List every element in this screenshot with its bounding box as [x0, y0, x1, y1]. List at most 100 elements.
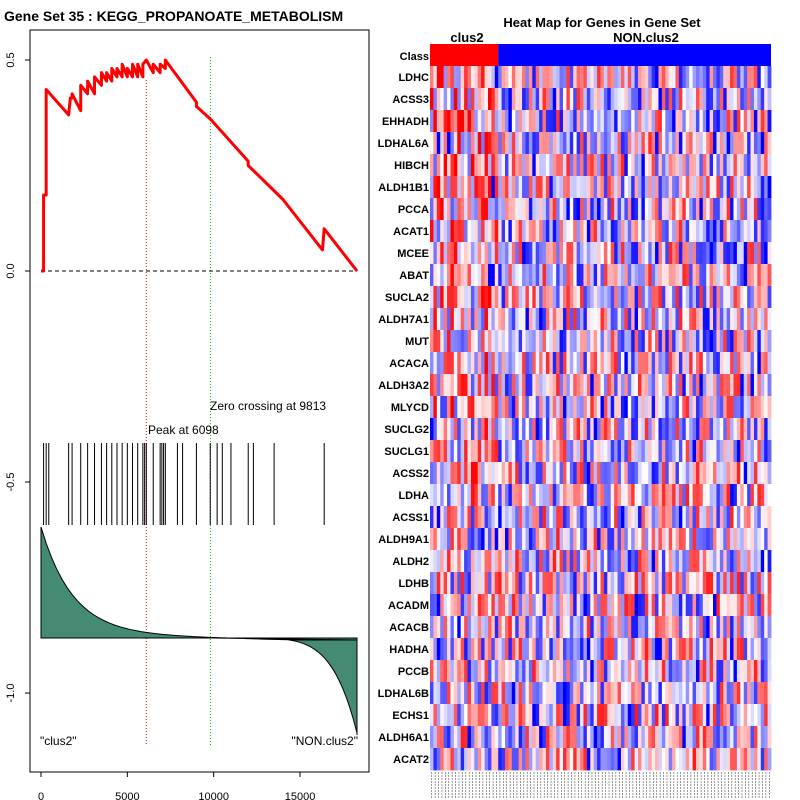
- heatmap-cell: [569, 638, 574, 661]
- heatmap-cell: [675, 374, 680, 397]
- heatmap-cell: [481, 572, 485, 595]
- heatmap-cell: [457, 418, 462, 441]
- heatmap-cell: [481, 660, 485, 683]
- heatmap-cell: [655, 352, 659, 375]
- heatmap-cell: [627, 660, 632, 683]
- heatmap-cell: [576, 396, 581, 419]
- heatmap-cell: [545, 286, 550, 309]
- heatmap-cell: [433, 572, 438, 595]
- heatmap-cell: [460, 462, 465, 485]
- heatmap-cell: [501, 374, 506, 397]
- heatmap-cell: [692, 704, 697, 727]
- heatmap-cell: [562, 352, 567, 375]
- gene-label-aldh3a2: ALDH3A2: [378, 380, 429, 392]
- heatmap-cell: [641, 484, 646, 507]
- heatmap-cell: [644, 220, 649, 243]
- heatmap-cell: [682, 198, 687, 221]
- heatmap-cell: [750, 286, 755, 309]
- heatmap-cell: [610, 726, 615, 749]
- heatmap-cell: [573, 66, 578, 89]
- heatmap-cell: [566, 154, 571, 177]
- heatmap-cell: [634, 220, 639, 243]
- heatmap-cell: [542, 638, 547, 661]
- heatmap-cell: [655, 132, 659, 155]
- heatmap-cell: [436, 374, 441, 397]
- heatmap-cell: [436, 132, 441, 155]
- heatmap-cell: [607, 748, 612, 771]
- heatmap-cell: [481, 198, 485, 221]
- heatmap-cell: [549, 616, 554, 639]
- heatmap-cell: [753, 242, 758, 265]
- heatmap-cell: [562, 484, 567, 507]
- heatmap-cell: [453, 660, 458, 683]
- heatmap-cell: [593, 418, 598, 441]
- heatmap-cell: [603, 88, 608, 111]
- heatmap-cell: [668, 682, 673, 705]
- heatmap-cell: [559, 704, 564, 727]
- heatmap-cell: [634, 352, 639, 375]
- heatmap-cell: [433, 616, 438, 639]
- heatmap-cell: [672, 660, 676, 683]
- heatmap-cell: [566, 748, 571, 771]
- heatmap-cell: [590, 440, 595, 463]
- heatmap-cell: [450, 88, 455, 111]
- heatmap-cell: [552, 484, 557, 507]
- heatmap-cell: [750, 330, 755, 353]
- heatmap-cell: [464, 132, 468, 155]
- heatmap-cell: [641, 264, 646, 287]
- heatmap-cell: [460, 704, 465, 727]
- heatmap-cell: [457, 594, 462, 617]
- heatmap-cell: [675, 264, 680, 287]
- heatmap-cell: [644, 352, 649, 375]
- heatmap-cell: [689, 440, 693, 463]
- heatmap-cell: [481, 550, 485, 573]
- heatmap-cell: [702, 418, 707, 441]
- heatmap-cell: [487, 572, 492, 595]
- heatmap-cell: [740, 484, 745, 507]
- heatmap-cell: [730, 88, 734, 111]
- heatmap-cell: [569, 660, 574, 683]
- heatmap-cell: [730, 176, 734, 199]
- heatmap-cell: [590, 220, 595, 243]
- heatmap-cell: [525, 572, 530, 595]
- heatmap-cell: [610, 528, 615, 551]
- heatmap-cell: [556, 154, 560, 177]
- heatmap-cell: [702, 748, 707, 771]
- heatmap-cell: [545, 462, 550, 485]
- heatmap-cell: [672, 132, 676, 155]
- heatmap-cell: [603, 264, 608, 287]
- heatmap-cell: [610, 374, 615, 397]
- heatmap-cell: [743, 242, 748, 265]
- heatmap-cell: [484, 484, 489, 507]
- heatmap-cell: [644, 550, 649, 573]
- heatmap-cell: [733, 440, 738, 463]
- heatmap-cell: [716, 242, 721, 265]
- heatmap-cell: [569, 132, 574, 155]
- heatmap-cell: [726, 506, 731, 529]
- heatmap-cell: [474, 220, 479, 243]
- heatmap-cell: [515, 242, 520, 265]
- heatmap-cell: [634, 242, 639, 265]
- heatmap-cell: [620, 462, 625, 485]
- heatmap-cell: [692, 110, 697, 133]
- heatmap-cell: [481, 594, 485, 617]
- heatmap-cell: [655, 616, 659, 639]
- heatmap-cell: [689, 682, 693, 705]
- heatmap-cell: [576, 66, 581, 89]
- heatmap-cell: [624, 66, 629, 89]
- heatmap-cell: [641, 132, 646, 155]
- heatmap-cell: [586, 572, 591, 595]
- heatmap-cell: [624, 440, 629, 463]
- heatmap-cell: [562, 110, 567, 133]
- heatmap-cell: [539, 660, 543, 683]
- heatmap-cell: [460, 330, 465, 353]
- heatmap-cell: [634, 660, 639, 683]
- heatmap-cell: [651, 396, 656, 419]
- heatmap-cell: [477, 374, 482, 397]
- gene-label-suclg2: SUCLG2: [384, 424, 429, 436]
- heatmap-cell: [501, 286, 506, 309]
- heatmap-cell: [580, 616, 584, 639]
- heatmap-cell: [620, 66, 625, 89]
- heatmap-cell: [450, 66, 455, 89]
- heatmap-cell: [706, 462, 711, 485]
